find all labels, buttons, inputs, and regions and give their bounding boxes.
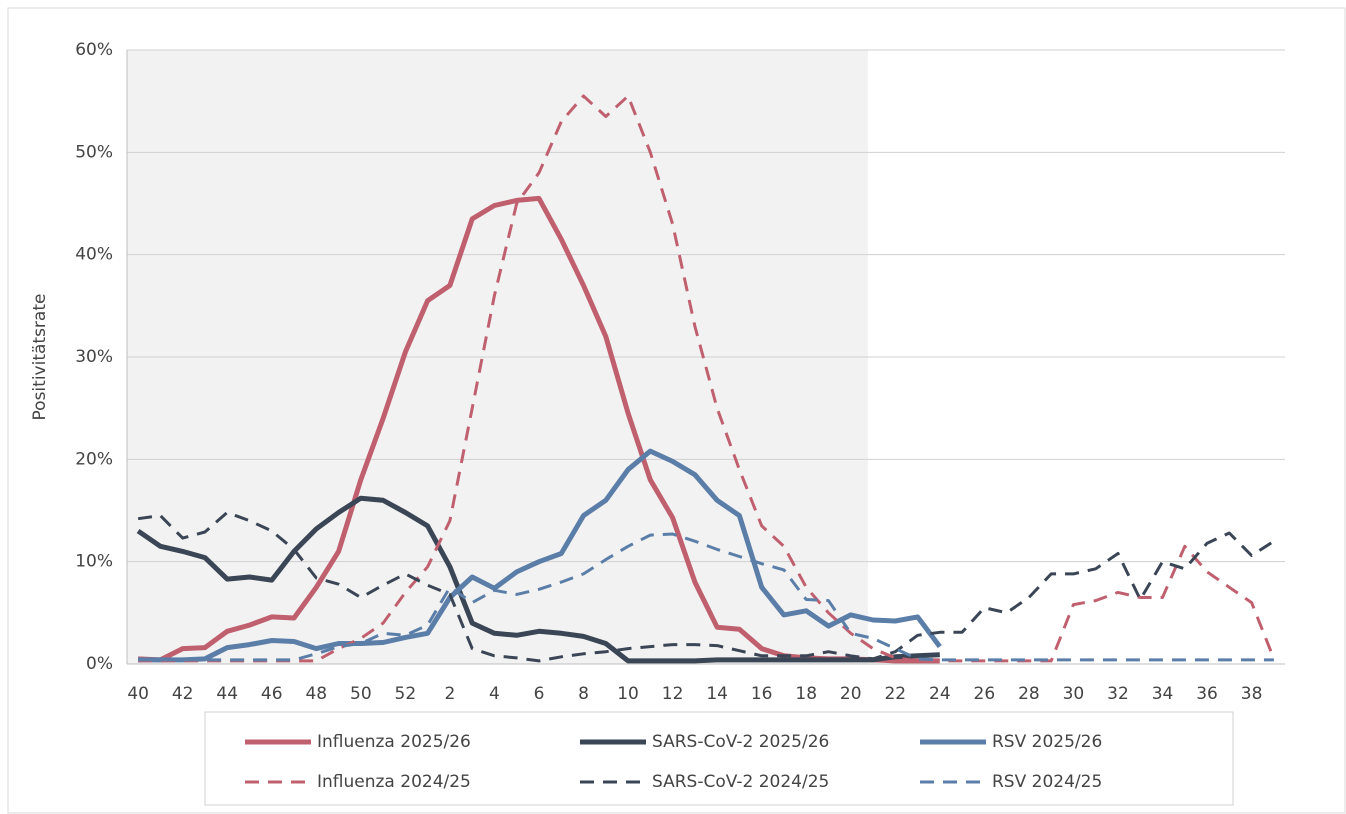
x-tick-label: 30 (1063, 684, 1085, 704)
series-line (138, 448, 942, 663)
y-tick-label: 40% (75, 245, 113, 265)
x-tick-label: 12 (662, 684, 684, 704)
legend-label: Influenza 2025/26 (317, 732, 471, 752)
x-tick-label: 44 (216, 684, 238, 704)
x-tick-label: 46 (261, 684, 283, 704)
y-tick-label: 20% (75, 449, 113, 469)
y-tick-label: 30% (75, 347, 113, 367)
x-tick-label: 24 (929, 684, 951, 704)
x-tick-label: 32 (1107, 684, 1129, 704)
x-tick-label: 22 (884, 684, 906, 704)
x-tick-label: 10 (617, 684, 639, 704)
x-tick-label: 34 (1152, 684, 1174, 704)
series-line (137, 511, 1275, 663)
y-tick-label: 60% (75, 40, 113, 60)
legend-label: Influenza 2024/25 (317, 772, 471, 792)
legend-label: SARS-CoV-2 2025/26 (652, 732, 829, 752)
x-tick-label: 18 (795, 684, 817, 704)
x-tick-label: 28 (1018, 684, 1040, 704)
x-tick-label: 52 (395, 684, 417, 704)
x-tick-label: 16 (751, 684, 773, 704)
x-tick-label: 2 (444, 684, 455, 704)
series-line (138, 94, 1276, 663)
series-line (138, 532, 1274, 662)
x-tick-label: 36 (1196, 684, 1218, 704)
x-tick-label: 20 (840, 684, 862, 704)
x-tick-label: 26 (974, 684, 996, 704)
legend-label: RSV 2025/26 (992, 732, 1102, 752)
x-tick-label: 8 (578, 684, 589, 704)
y-tick-label: 50% (75, 142, 113, 162)
x-tick-label: 50 (350, 684, 372, 704)
legend-label: RSV 2024/25 (992, 772, 1102, 792)
x-tick-label: 6 (534, 684, 545, 704)
x-tick-label: 40 (127, 684, 149, 704)
legend (204, 711, 1234, 806)
x-tick-label: 14 (706, 684, 728, 704)
y-tick-label: 0% (86, 654, 113, 674)
y-axis-label: Positivitätsrate (30, 294, 50, 421)
y-tick-label: 10% (75, 552, 113, 572)
x-tick-label: 38 (1241, 684, 1263, 704)
x-tick-label: 48 (305, 684, 327, 704)
x-tick-label: 4 (489, 684, 500, 704)
series-line (136, 495, 940, 664)
chart-frame (7, 7, 1346, 814)
legend-label: SARS-CoV-2 2024/25 (652, 772, 829, 792)
x-tick-label: 42 (172, 684, 194, 704)
